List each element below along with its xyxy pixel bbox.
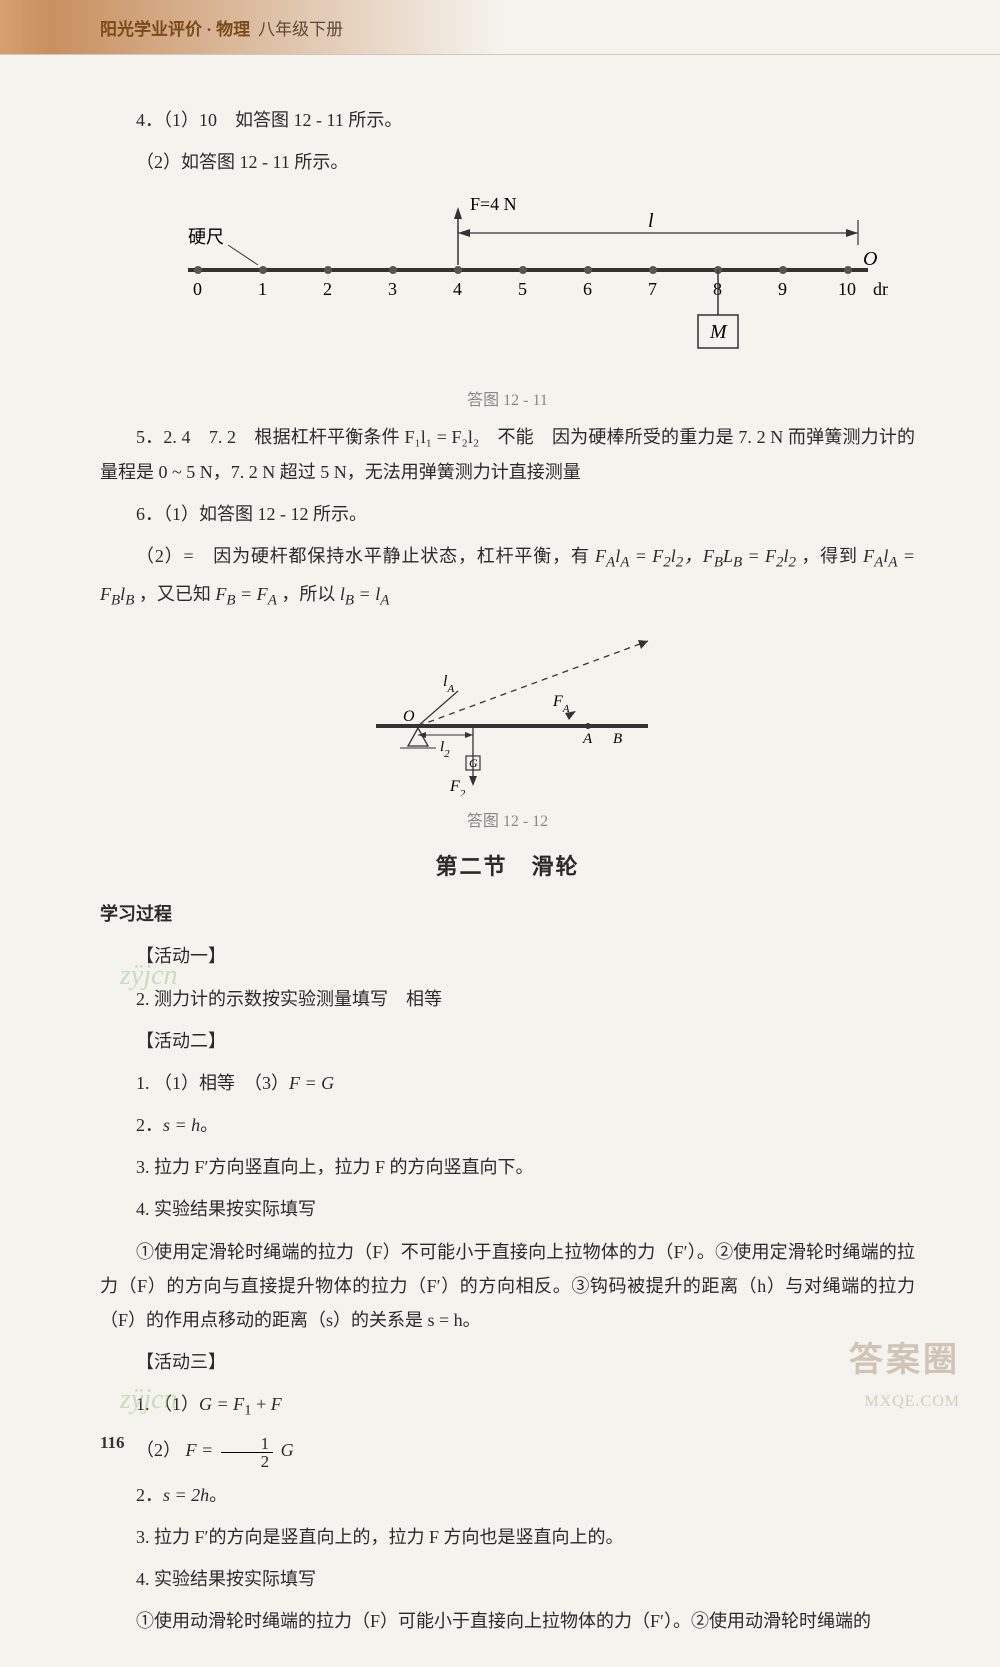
dot-6 — [584, 266, 592, 274]
watermark-brand: 答案圈 — [849, 1332, 960, 1381]
q6-2f: FB = FA — [215, 584, 277, 604]
dot-3 — [389, 266, 397, 274]
section-2-title: 第二节 滑轮 — [100, 849, 915, 881]
act2-5: ①使用定滑轮时绳端的拉力（F）不可能小于直接向上拉物体的力（F′）。②使用定滑轮… — [100, 1235, 915, 1338]
learning-process: 学习过程 — [100, 897, 915, 931]
force-label: F=4 N — [470, 195, 517, 214]
act1-header: 【活动一】 — [100, 939, 915, 973]
figure-12-11: F=4 N l 硬尺 — [100, 195, 915, 410]
dot-1 — [259, 266, 267, 274]
tick4: 4 — [453, 279, 462, 299]
q6-2b: FAlA = F2l2，FBLB = F2l2 — [595, 546, 796, 566]
q6-2c: ，得到 — [801, 546, 863, 566]
q6-line2: （2）= 因为硬杆都保持水平静止状态，杠杆平衡，有 FAlA = F2l2，FB… — [100, 539, 915, 615]
act3-6: ①使用动滑轮时绳端的拉力（F）可能小于直接向上拉物体的力（F′）。②使用动滑轮时… — [100, 1604, 915, 1638]
figure-12-12: lA O l2 G F2 FA A B 答图 12 - 12 — [100, 631, 915, 831]
dot-5 — [519, 266, 527, 274]
header-band: 阳光学业评价 · 物理 八年级下册 — [0, 0, 1000, 55]
l2-label: l2 — [440, 739, 450, 760]
fraction-one-half: 1 2 — [221, 1435, 274, 1470]
l2-arrow-r — [465, 732, 473, 738]
header-title-left: 阳光学业评价 · 物理 — [100, 15, 250, 40]
tick0: 0 — [193, 279, 202, 299]
B-label: B — [613, 731, 622, 747]
tick9: 9 — [778, 279, 787, 299]
q4-line1: 4．（1）10 如答图 12 - 11 所示。 — [100, 103, 915, 137]
dot-0 — [194, 266, 202, 274]
act3-1: 1. （1）G = F1 + F — [100, 1387, 915, 1425]
watermark-green-1: zÿjcn — [120, 960, 178, 992]
lA-label: lA — [443, 673, 454, 695]
dim-l-arrow-right — [846, 229, 858, 237]
watermark-green-2: zÿjcn — [120, 1384, 178, 1416]
tick7: 7 — [648, 279, 657, 299]
tick6: 6 — [583, 279, 592, 299]
act2-1: 1. （1）相等 （3）F = G — [100, 1066, 915, 1100]
fig-12-11-caption: 答图 12 - 11 — [100, 386, 915, 410]
act3-3: 2．s = 2h。 — [100, 1478, 915, 1512]
act3-2b: F = — [186, 1440, 218, 1460]
act3-2d: G — [281, 1440, 294, 1460]
fig-12-12-caption: 答图 12 - 12 — [100, 807, 915, 831]
q5-text: 5．2. 4 7. 2 根据杠杆平衡条件 F₁l₁ = F₂l₂ 不能 因为硬棒… — [100, 420, 915, 488]
tick5: 5 — [518, 279, 527, 299]
dot-9 — [779, 266, 787, 274]
dim-l-arrow-left — [458, 229, 470, 237]
O-label: O — [403, 708, 415, 725]
q6-2a: （2）= 因为硬杆都保持水平静止状态，杠杆平衡，有 — [136, 546, 595, 566]
page-content: 4．（1）10 如答图 12 - 11 所示。 （2）如答图 12 - 11 所… — [0, 55, 1000, 1667]
frac-den: 2 — [221, 1453, 274, 1470]
act3-4: 3. 拉力 F′的方向是竖直向上的，拉力 F 方向也是竖直向上的。 — [100, 1520, 915, 1554]
lA-line — [418, 691, 458, 726]
ruler-pointer — [228, 245, 258, 265]
q6-2g: ，所以 — [281, 584, 340, 604]
frac-num: 1 — [221, 1435, 274, 1453]
dot-2 — [324, 266, 332, 274]
ruler-tick-labels: 0 1 2 3 4 5 6 7 8 9 10 — [193, 279, 856, 299]
tick2: 2 — [323, 279, 332, 299]
act2-2: 2．s = h。 — [100, 1108, 915, 1142]
act1-2: 2. 测力计的示数按实验测量填写 相等 — [100, 982, 915, 1016]
force-arrow-head — [454, 207, 462, 219]
act3-2: （2） F = 1 2 G — [100, 1433, 915, 1469]
q6-line1: 6．（1）如答图 12 - 12 所示。 — [100, 497, 915, 531]
q6-2e: ，又已知 — [139, 584, 216, 604]
act3-5: 4. 实验结果按实际填写 — [100, 1562, 915, 1596]
l2-arrow-l — [418, 732, 426, 738]
G-label: G — [469, 756, 478, 770]
ruler-label: 硬尺 — [188, 227, 224, 247]
q4-line2: （2）如答图 12 - 11 所示。 — [100, 145, 915, 179]
mass-label: M — [709, 321, 728, 343]
tick3: 3 — [388, 279, 397, 299]
act3-header: 【活动三】 — [100, 1345, 915, 1379]
length-symbol: l — [648, 210, 654, 232]
dot-7 — [649, 266, 657, 274]
F2-arrow — [469, 776, 477, 786]
q6-2h: lB = lA — [340, 584, 390, 604]
watermark-url: MXQE.COM — [864, 1393, 960, 1411]
tick10: 10 — [838, 279, 856, 299]
act2-4: 4. 实验结果按实际填写 — [100, 1192, 915, 1226]
FA-label: FA — [552, 693, 570, 715]
fig-12-12-svg: lA O l2 G F2 FA A B — [328, 631, 688, 796]
A-label: A — [582, 731, 593, 747]
act2-3: 3. 拉力 F′方向竖直向上，拉力 F 的方向竖直向下。 — [100, 1150, 915, 1184]
page-number: 116 — [100, 1433, 125, 1453]
origin-O: O — [863, 248, 877, 270]
header-title-right: 八年级下册 — [258, 15, 343, 40]
dot-4 — [454, 266, 462, 274]
dashed-arrow — [638, 640, 648, 649]
F2-label: F2 — [449, 778, 466, 796]
dot-10 — [844, 266, 852, 274]
act2-header: 【活动二】 — [100, 1024, 915, 1058]
fig-12-11-svg: F=4 N l 硬尺 — [128, 195, 888, 375]
unit-dm: dm — [873, 279, 888, 299]
tick1: 1 — [258, 279, 267, 299]
act3-2a: （2） — [136, 1440, 181, 1460]
point-A — [585, 723, 591, 729]
